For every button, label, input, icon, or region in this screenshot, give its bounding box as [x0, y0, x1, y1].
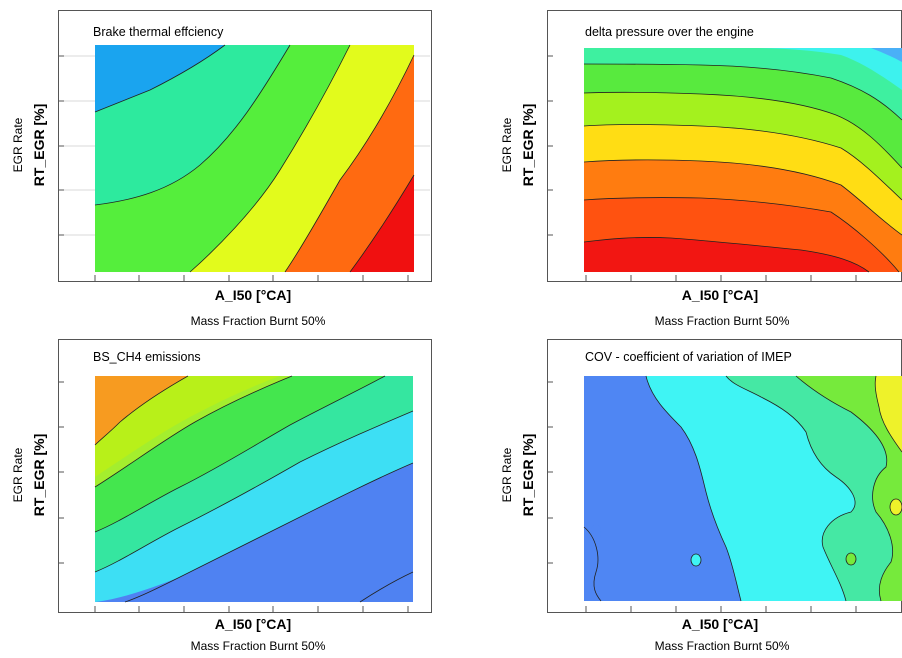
- chart-panel-brake-thermal-efficiency: Brake thermal effciency A_I50 [°CA] Mass…: [0, 0, 451, 328]
- x-axis-sublabel: Mass Fraction Burnt 50%: [655, 314, 790, 327]
- y-axis-sublabel: EGR Rate: [11, 447, 25, 502]
- contour-band-3: [584, 48, 902, 168]
- x-axis-label: A_I50 [°CA]: [215, 616, 291, 632]
- x-axis-label: A_I50 [°CA]: [682, 616, 758, 632]
- contour-band-1: [584, 48, 902, 90]
- x-axis-label: A_I50 [°CA]: [682, 287, 758, 303]
- x-axis-label: A_I50 [°CA]: [215, 287, 291, 303]
- chart-title: delta pressure over the engine: [585, 25, 754, 39]
- y-axis-sublabel: EGR Rate: [500, 447, 514, 502]
- contour-band-0: [95, 45, 225, 112]
- contour-band-2: [726, 376, 902, 601]
- y-axis-label: RT_EGR [%]: [31, 104, 47, 186]
- contour-band-5: [350, 175, 414, 272]
- contour-fill: [583, 375, 902, 602]
- y-axis-sublabel: EGR Rate: [11, 117, 25, 172]
- chart-title: COV - coefficient of variation of IMEP: [585, 350, 792, 364]
- chart-svg: BS_CH4 emissions A_I50 [°CA] Mass Fracti…: [11, 339, 432, 653]
- contour-band-0: [95, 376, 188, 445]
- contour-band-3: [190, 45, 414, 272]
- y-axis-label: RT_EGR [%]: [31, 434, 47, 516]
- x-axis-sublabel: Mass Fraction Burnt 50%: [191, 639, 326, 653]
- y-axis-sublabel: EGR Rate: [500, 117, 514, 172]
- chart-panel-cov-imep: COV - coefficient of variation of IMEP: [451, 327, 902, 653]
- contour-band-0: [871, 48, 902, 62]
- contour-fill: [94, 44, 415, 273]
- contour-band-4: [285, 55, 414, 272]
- x-axis-sublabel: Mass Fraction Burnt 50%: [655, 639, 790, 653]
- y-axis-label: RT_EGR [%]: [520, 104, 536, 186]
- chart-panel-bs-ch4-emissions: BS_CH4 emissions A_I50 [°CA] Mass Fracti…: [0, 327, 451, 653]
- chart-svg: COV - coefficient of variation of IMEP: [500, 339, 902, 653]
- chart-panel-delta-pressure: delta pressure over the engine A_I50 [°C…: [451, 0, 902, 328]
- chart-title: Brake thermal effciency: [93, 25, 224, 39]
- contour-band-2: [95, 45, 350, 272]
- contour-band-4: [875, 376, 902, 452]
- contour-band-3: [796, 376, 902, 601]
- y-axis-label: RT_EGR [%]: [520, 434, 536, 516]
- chart-svg: delta pressure over the engine A_I50 [°C…: [500, 10, 902, 328]
- contour-fill: [94, 375, 414, 603]
- contour-band-2: [584, 48, 902, 120]
- x-axis-sublabel: Mass Fraction Burnt 50%: [191, 314, 326, 327]
- chart-title: BS_CH4 emissions: [93, 350, 201, 364]
- contour-fill: [583, 48, 902, 273]
- chart-svg: Brake thermal effciency A_I50 [°CA] Mass…: [11, 10, 432, 328]
